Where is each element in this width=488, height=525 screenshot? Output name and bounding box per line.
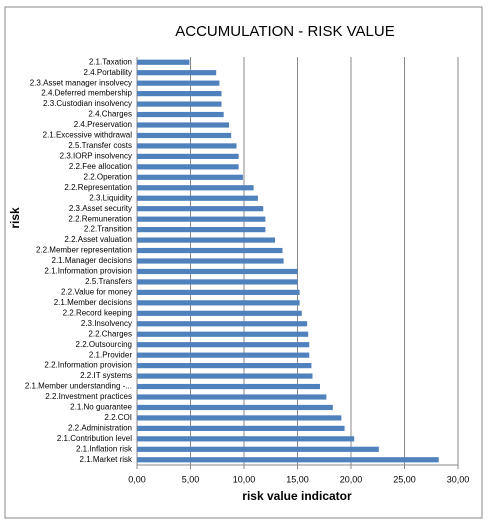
bar (137, 363, 312, 369)
x-tick-label: 5,00 (182, 474, 200, 484)
bar (137, 415, 342, 421)
x-tick-label: 15,00 (286, 474, 309, 484)
y-tick-label: 2.1.Taxation (89, 57, 132, 66)
bar (137, 101, 222, 107)
bar (137, 425, 345, 431)
y-tick-label: 2.5.Transfers (85, 277, 132, 286)
bar (137, 300, 300, 306)
y-tick-label: 2.5.Transfer costs (68, 141, 132, 150)
y-tick-label: 2.2.Charges (88, 329, 132, 338)
bar (137, 404, 333, 411)
y-tick-label: 2.3.Insolvency (81, 319, 132, 328)
bar (137, 143, 237, 149)
bar (137, 342, 310, 348)
y-tick-label: 2.2.Member representation (36, 246, 132, 255)
x-tick-label: 20,00 (340, 474, 363, 484)
y-tick-label: 2.2.Outsourcing (76, 340, 132, 349)
y-tick-label: 2.4.Deferred membership (41, 89, 132, 98)
x-tick-label: 0,00 (128, 474, 146, 484)
y-tick-label: 2.4.Portability (84, 68, 132, 77)
bar (137, 111, 224, 118)
y-tick-label: 2.2.Information provision (44, 361, 132, 370)
y-tick-label: 2.2.IT systems (80, 371, 132, 380)
y-tick-label: 2.2.COI (104, 413, 132, 422)
x-tick-label: 30,00 (447, 474, 470, 484)
y-tick-label: 2.2.Value for money (61, 287, 132, 296)
y-tick-label: 2.1.No guarantee (70, 403, 132, 412)
y-tick-label: 2.1.Inflation risk (76, 444, 133, 453)
y-tick-label: 2.4.Charges (88, 110, 132, 119)
bar (137, 446, 379, 452)
y-tick-label: 2.2.Operation (84, 172, 132, 181)
bar (137, 237, 276, 243)
bar (137, 195, 258, 201)
bar (137, 164, 239, 170)
y-tick-label: 2.1.Information provision (44, 267, 132, 276)
y-axis-label: risk (8, 207, 22, 229)
bar (137, 383, 320, 390)
bar (137, 132, 232, 139)
bar (137, 216, 266, 222)
y-tick-label: 2.1.Manager decisions (52, 256, 133, 265)
bar (137, 394, 327, 400)
bar (137, 247, 283, 254)
y-tick-label: 2.1.Provider (89, 350, 132, 359)
bar (137, 59, 190, 65)
y-tick-label: 2.3.Asset security (69, 204, 132, 213)
bar (137, 457, 439, 463)
y-tick-label: 2.2.Asset valuation (64, 235, 132, 244)
y-tick-label: 2.2.Investment practices (45, 392, 132, 401)
y-tick-label: 2.2.Administration (68, 423, 132, 432)
bar (137, 185, 254, 191)
bar (137, 80, 220, 86)
y-tick-label: 2.2.Remuneration (68, 214, 132, 223)
y-tick-label: 2.3.IORP insolvency (60, 151, 132, 160)
bar (137, 206, 264, 212)
bar (137, 258, 284, 264)
bar (137, 268, 298, 275)
bar (137, 122, 230, 128)
y-tick-label: 2.1.Contribution level (57, 434, 132, 443)
bar (137, 310, 302, 316)
y-tick-label: 2.3.Asset manager insolvecy (30, 78, 132, 87)
y-tick-label: 2.1.Member understanding -... (25, 382, 132, 391)
bar (137, 70, 217, 76)
bar (137, 352, 310, 358)
bar (137, 174, 243, 180)
x-axis-label: risk value indicator (242, 489, 352, 503)
bar (137, 91, 222, 97)
y-tick-label: 2.2.Record keeping (63, 308, 132, 317)
bar (137, 153, 239, 159)
chart-title: ACCUMULATION - RISK VALUE (175, 23, 394, 40)
y-tick-label: 2.1.Market risk (80, 455, 133, 464)
bar (137, 321, 308, 327)
x-tick-label: 25,00 (393, 474, 416, 484)
y-tick-label: 2.2.Transition (84, 225, 132, 234)
x-tick-label: 10,00 (233, 474, 256, 484)
y-tick-label: 2.1.Excessive withdrawal (43, 131, 133, 140)
bar (137, 289, 300, 295)
y-tick-label: 2.1.Member decisions (54, 298, 132, 307)
bar (137, 227, 266, 233)
y-tick-label: 2.3.Custodian insolvency (43, 99, 132, 108)
bar (137, 373, 313, 379)
y-tick-label: 2.2.Fee allocation (69, 162, 132, 171)
y-tick-label: 2.3.Liquidity (89, 193, 132, 202)
y-tick-label: 2.2.Representation (64, 183, 132, 192)
bar (137, 436, 355, 442)
bar (137, 331, 309, 337)
bar (137, 279, 298, 285)
y-tick-label: 2.4.Preservation (74, 120, 132, 129)
